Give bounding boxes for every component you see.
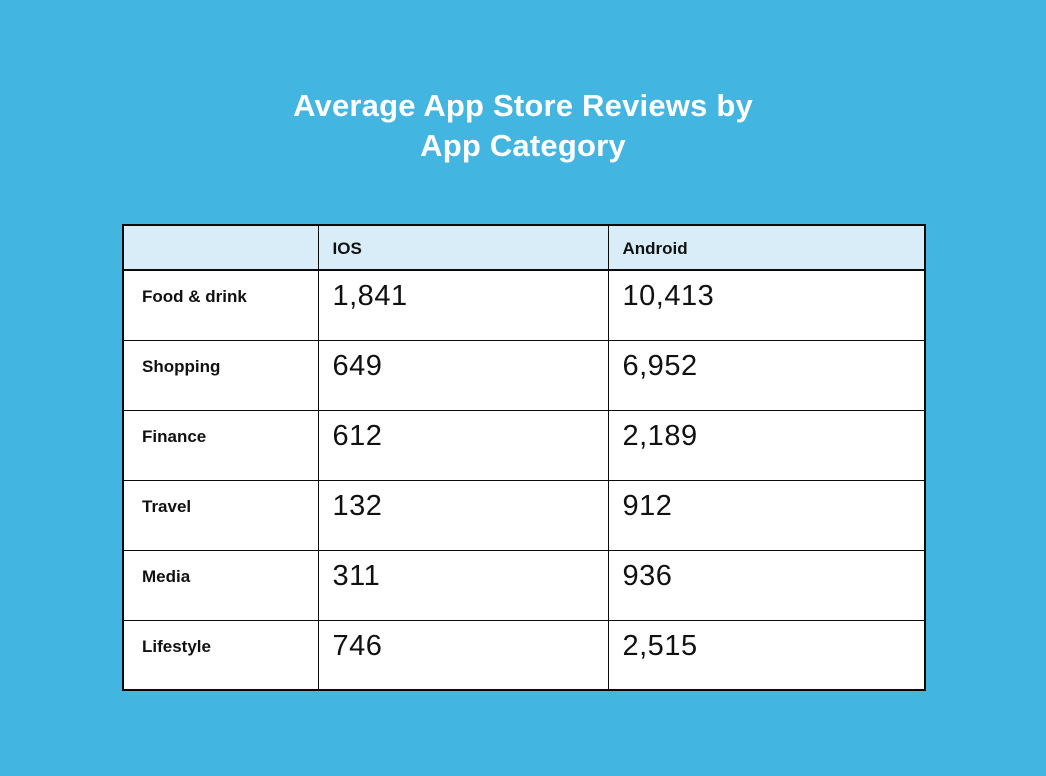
table-row: Shopping 649 6,952 (122, 339, 926, 411)
ios-column-header: IOS (317, 224, 609, 271)
category-cell: Travel (122, 479, 319, 551)
android-value-cell: 912 (607, 479, 926, 551)
category-cell: Shopping (122, 339, 319, 411)
ios-value-cell: 311 (317, 549, 609, 621)
android-value-cell: 6,952 (607, 339, 926, 411)
table-header-row: IOS Android (122, 224, 926, 271)
page-title: Average App Store Reviews by App Categor… (0, 86, 1046, 166)
ios-value-cell: 746 (317, 619, 609, 691)
table-row: Travel 132 912 (122, 479, 926, 551)
reviews-table: IOS Android Food & drink 1,841 10,413 Sh… (122, 224, 926, 691)
ios-value-cell: 612 (317, 409, 609, 481)
category-cell: Food & drink (122, 269, 319, 341)
category-cell: Media (122, 549, 319, 621)
ios-value-cell: 649 (317, 339, 609, 411)
android-column-header: Android (607, 224, 926, 271)
android-value-cell: 936 (607, 549, 926, 621)
android-value-cell: 10,413 (607, 269, 926, 341)
table-row: Media 311 936 (122, 549, 926, 621)
ios-value-cell: 1,841 (317, 269, 609, 341)
category-cell: Lifestyle (122, 619, 319, 691)
table-row: Lifestyle 746 2,515 (122, 619, 926, 691)
android-value-cell: 2,189 (607, 409, 926, 481)
table-row: Food & drink 1,841 10,413 (122, 269, 926, 341)
table-row: Finance 612 2,189 (122, 409, 926, 481)
android-value-cell: 2,515 (607, 619, 926, 691)
page-title-line2: App Category (420, 128, 626, 163)
corner-header-cell (122, 224, 319, 271)
ios-value-cell: 132 (317, 479, 609, 551)
page-title-line1: Average App Store Reviews by (293, 88, 753, 123)
category-cell: Finance (122, 409, 319, 481)
